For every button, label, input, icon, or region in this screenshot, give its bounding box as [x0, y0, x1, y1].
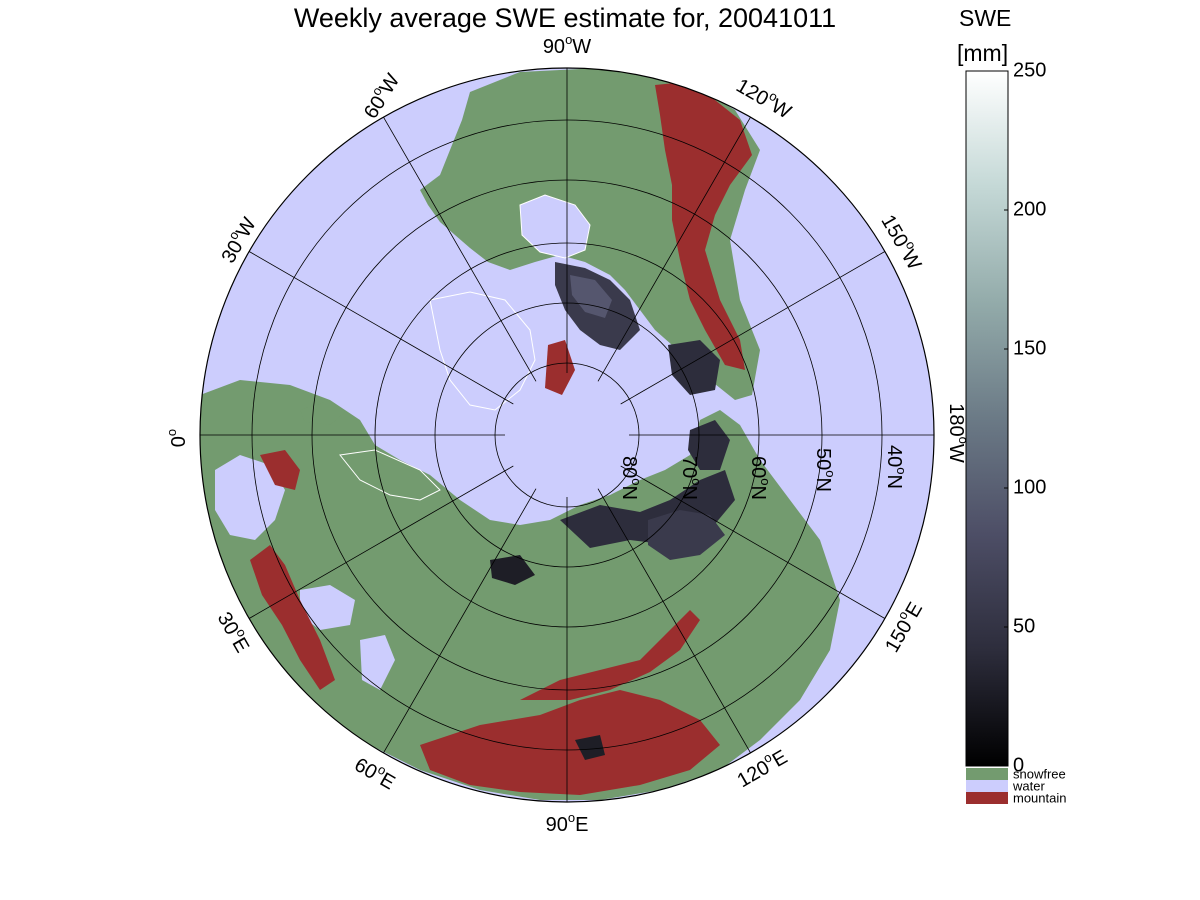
- map-disc: [200, 68, 934, 802]
- colorbar-tick-label: 150: [1013, 337, 1046, 359]
- legend-swatch-mountain: [966, 792, 1008, 804]
- longitude-label: 90oW: [543, 32, 591, 58]
- snow-chukotka: [688, 420, 730, 470]
- mountain-central-asia: [420, 690, 720, 795]
- meridian-line: [620, 251, 886, 405]
- latitude-label: 70oN: [678, 456, 704, 500]
- mountain-rockies: [655, 82, 752, 370]
- colorbar-tick-label: 100: [1013, 476, 1046, 498]
- colorbar-gradient: [965, 70, 1009, 767]
- meridian-line: [383, 116, 537, 382]
- map-frame: [199, 67, 935, 803]
- colorbar-tick-label: 200: [1013, 198, 1046, 220]
- meridian-line: [383, 488, 537, 754]
- colorbar-title-unit: [mm]: [957, 40, 1009, 66]
- land-black-caspian-sea: [300, 585, 395, 690]
- mountain-scandinavia: [260, 450, 300, 490]
- latitude-label: 80oN: [618, 456, 644, 500]
- colorbar-tick-label: 0: [1013, 754, 1024, 776]
- mountain-greenland-strip: [545, 340, 575, 395]
- ice-outline-islands: [339, 194, 591, 501]
- legend-swatch-water: [966, 780, 1008, 792]
- mountain-himalaya: [520, 610, 700, 700]
- meridian-line: [620, 465, 886, 619]
- legend-swatch-snowfree: [966, 768, 1008, 780]
- snow-taymyr: [490, 555, 535, 585]
- meridian-line: [597, 488, 751, 754]
- meridian-line: [248, 465, 514, 619]
- longitude-label: 0o: [164, 429, 190, 447]
- land-hudson-bay-gap: [520, 195, 590, 258]
- meridian-line: [248, 251, 514, 405]
- latitude-label: 60oN: [747, 456, 773, 500]
- legend-label-snowfree: snowfree: [1013, 766, 1066, 781]
- land-scandinavia-water: [215, 455, 285, 540]
- land-eurasia: [200, 380, 840, 800]
- colorbar-tick-label: 50: [1013, 615, 1035, 637]
- land-greenland-region: [430, 292, 535, 410]
- colorbar-ticks: 250 200 150 100 50 0: [1004, 59, 1046, 776]
- longitude-label: 90oE: [546, 810, 589, 836]
- latitude-labels: 80oN 70oN 60oN 50oN 40oN: [618, 445, 909, 500]
- snow-siberia-east: [648, 510, 725, 560]
- map-title: Weekly average SWE estimate for, 2004101…: [293, 3, 837, 33]
- latitude-label: 50oN: [812, 448, 838, 492]
- legend-label-water: water: [1012, 778, 1045, 793]
- legend-label-mountain: mountain: [1013, 790, 1066, 805]
- colorbar-tick-label: 250: [1013, 59, 1046, 81]
- mountain-europe-alps: [250, 545, 335, 690]
- snow-tibet: [575, 735, 605, 760]
- latitude-label: 40oN: [883, 445, 909, 489]
- colorbar-title-swe: SWE: [959, 5, 1012, 31]
- meridian-line: [597, 116, 751, 382]
- graticule: [200, 68, 934, 802]
- ice-outline-greenland: [429, 291, 536, 411]
- longitude-label: 180oW: [945, 403, 971, 463]
